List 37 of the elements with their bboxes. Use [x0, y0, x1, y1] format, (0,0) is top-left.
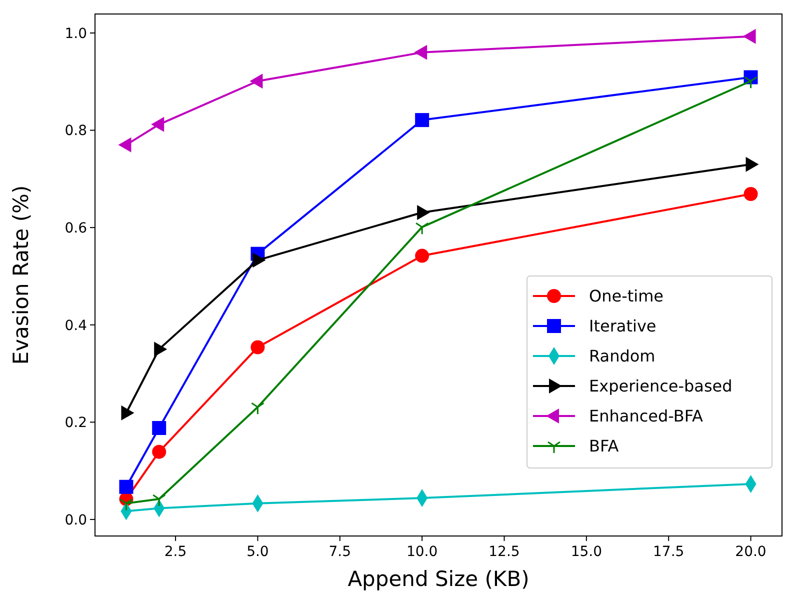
- x-tick-label: 10.0: [406, 544, 438, 560]
- x-axis-title: Append Size (KB): [348, 567, 530, 591]
- legend-label: Random: [589, 346, 656, 366]
- y-tick-label: 1.0: [64, 26, 87, 42]
- point: [152, 494, 166, 507]
- legend-label: Experience-based: [589, 376, 732, 396]
- y-tick-label: 0.2: [64, 415, 87, 432]
- point: [415, 222, 429, 235]
- y-tick-label: 0.8: [64, 123, 87, 140]
- legend-label: Enhanced-BFA: [589, 406, 704, 426]
- point: [151, 116, 164, 132]
- point: [152, 421, 166, 435]
- point: [415, 113, 430, 128]
- x-tick-label: 12.5: [488, 544, 520, 560]
- x-tick-label: 15.0: [570, 544, 602, 560]
- point: [250, 402, 264, 415]
- y-axis-title: Evasion Rate (%): [9, 185, 33, 365]
- x-tick-label: 20.0: [735, 544, 766, 560]
- point: [152, 444, 166, 459]
- x-tick-label: 5.0: [246, 544, 269, 560]
- legend-label: One-time: [589, 286, 664, 306]
- legend-label: Iterative: [589, 316, 656, 336]
- x-tick-label: 2.5: [164, 544, 187, 560]
- point: [121, 405, 134, 420]
- y-tick-label: 0.6: [64, 220, 88, 236]
- point: [252, 252, 266, 268]
- point: [746, 156, 759, 172]
- y-tick-label: 0.4: [64, 318, 88, 334]
- y-tick-label: 0.0: [64, 512, 87, 528]
- x-tick-label: 7.5: [328, 544, 352, 560]
- point: [415, 248, 430, 263]
- legend-label: BFA: [589, 436, 619, 456]
- point: [250, 340, 265, 354]
- point: [744, 187, 758, 201]
- point: [414, 44, 428, 60]
- point: [119, 480, 134, 494]
- x-tick-label: 17.5: [653, 544, 684, 560]
